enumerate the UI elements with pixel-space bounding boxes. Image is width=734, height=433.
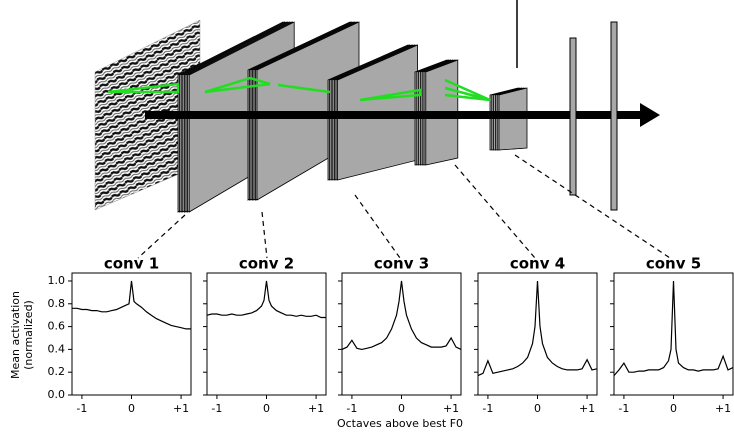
x-tick-label: +1 bbox=[443, 402, 459, 415]
data-line bbox=[477, 280, 598, 377]
arrow-head bbox=[640, 103, 660, 127]
x-axis-label: Octaves above best F0 bbox=[337, 417, 463, 430]
chart-title: conv 5 bbox=[646, 255, 701, 273]
x-tick-label: +1 bbox=[173, 402, 189, 415]
y-tick-label: 0.8 bbox=[48, 297, 66, 310]
x-tick-label: -1 bbox=[76, 402, 87, 415]
receptive-field bbox=[107, 82, 180, 94]
y-axis-label: Mean activation bbox=[9, 291, 22, 379]
plot-frame bbox=[206, 272, 327, 396]
receptive-field bbox=[444, 78, 491, 102]
chart-title: conv 2 bbox=[239, 255, 294, 273]
connector bbox=[261, 211, 268, 259]
x-tick-label: -1 bbox=[211, 402, 222, 415]
x-tick-label: 0 bbox=[534, 402, 541, 415]
network-diagram bbox=[94, 0, 671, 259]
arrow-shaft bbox=[145, 111, 645, 119]
data-line bbox=[206, 280, 326, 319]
data-line bbox=[613, 280, 734, 376]
receptive-field bbox=[359, 88, 422, 102]
data-line bbox=[72, 280, 191, 330]
plot-frame bbox=[341, 272, 462, 396]
receptive-field bbox=[204, 76, 271, 94]
x-tick-label: +1 bbox=[715, 402, 731, 415]
data-line bbox=[341, 280, 462, 351]
connector bbox=[514, 154, 671, 259]
chart-title: conv 1 bbox=[104, 255, 159, 273]
plot-frame bbox=[71, 272, 192, 396]
fc-layer bbox=[569, 37, 577, 196]
connector bbox=[454, 164, 536, 259]
x-tick-label: +1 bbox=[308, 402, 324, 415]
fc-layer bbox=[610, 21, 618, 211]
y-tick-label: 1.0 bbox=[48, 274, 66, 287]
x-tick-label: 0 bbox=[670, 402, 677, 415]
x-tick-label: 0 bbox=[263, 402, 270, 415]
chart-title: conv 3 bbox=[374, 255, 429, 273]
x-tick-label: -1 bbox=[618, 402, 629, 415]
y-tick-label: 0.2 bbox=[48, 365, 66, 378]
x-tick-label: 0 bbox=[398, 402, 405, 415]
connector bbox=[354, 194, 401, 259]
y-tick-label: 0.0 bbox=[48, 388, 66, 401]
receptive-field bbox=[277, 83, 331, 94]
y-tick-label: 0.6 bbox=[48, 320, 66, 333]
x-tick-label: 0 bbox=[128, 402, 135, 415]
chart-title: conv 4 bbox=[510, 255, 565, 273]
y-tick-label: 0.4 bbox=[48, 342, 66, 355]
y-axis-label: (normalized) bbox=[22, 300, 35, 370]
connector bbox=[137, 214, 186, 259]
x-tick-label: -1 bbox=[346, 402, 357, 415]
x-tick-label: +1 bbox=[579, 402, 595, 415]
x-tick-label: -1 bbox=[482, 402, 493, 415]
